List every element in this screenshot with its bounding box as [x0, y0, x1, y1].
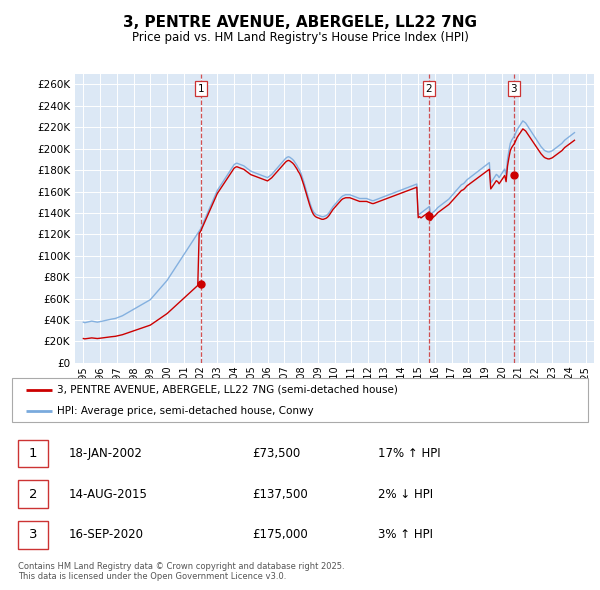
Text: 1: 1 [29, 447, 37, 460]
Text: Price paid vs. HM Land Registry's House Price Index (HPI): Price paid vs. HM Land Registry's House … [131, 31, 469, 44]
Text: Contains HM Land Registry data © Crown copyright and database right 2025.
This d: Contains HM Land Registry data © Crown c… [18, 562, 344, 581]
Text: HPI: Average price, semi-detached house, Conwy: HPI: Average price, semi-detached house,… [57, 406, 314, 416]
Text: 3, PENTRE AVENUE, ABERGELE, LL22 7NG: 3, PENTRE AVENUE, ABERGELE, LL22 7NG [123, 15, 477, 30]
Text: 2% ↓ HPI: 2% ↓ HPI [378, 487, 433, 501]
Text: 3: 3 [29, 528, 37, 541]
Text: £137,500: £137,500 [252, 487, 308, 501]
Text: 2: 2 [425, 84, 432, 94]
FancyBboxPatch shape [18, 440, 48, 467]
Text: 3% ↑ HPI: 3% ↑ HPI [378, 528, 433, 541]
Text: 18-JAN-2002: 18-JAN-2002 [69, 447, 143, 460]
FancyBboxPatch shape [18, 521, 48, 549]
Text: £175,000: £175,000 [252, 528, 308, 541]
Text: 17% ↑ HPI: 17% ↑ HPI [378, 447, 440, 460]
Text: 2: 2 [29, 487, 37, 501]
Text: 16-SEP-2020: 16-SEP-2020 [69, 528, 144, 541]
Text: 1: 1 [198, 84, 205, 94]
Text: 3, PENTRE AVENUE, ABERGELE, LL22 7NG (semi-detached house): 3, PENTRE AVENUE, ABERGELE, LL22 7NG (se… [57, 385, 398, 395]
FancyBboxPatch shape [18, 480, 48, 508]
Text: 14-AUG-2015: 14-AUG-2015 [69, 487, 148, 501]
Text: £73,500: £73,500 [252, 447, 300, 460]
Text: 3: 3 [511, 84, 517, 94]
FancyBboxPatch shape [12, 378, 588, 422]
